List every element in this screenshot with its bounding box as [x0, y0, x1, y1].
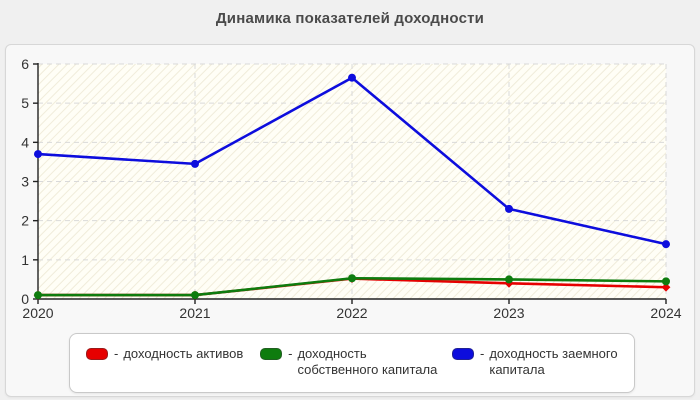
svg-text:3: 3: [21, 174, 29, 190]
svg-text:1: 1: [21, 252, 29, 268]
svg-text:2024: 2024: [650, 305, 681, 321]
svg-text:0: 0: [21, 291, 29, 307]
svg-text:2: 2: [21, 213, 29, 229]
legend-dash: -: [114, 346, 119, 361]
svg-text:2020: 2020: [22, 305, 53, 321]
page-title: Динамика показателей доходности: [215, 10, 485, 27]
legend-swatch-equity: [260, 348, 283, 360]
legend-dash: -: [480, 346, 485, 361]
series-1: [34, 274, 670, 300]
y-tick-labels: 0 1 2 3 4 5 6: [21, 56, 29, 307]
svg-text:2021: 2021: [179, 305, 210, 321]
axes: [33, 63, 667, 304]
svg-text:4: 4: [21, 134, 29, 150]
legend-label-borrowed: доходность заемного капитала: [489, 346, 618, 378]
legend-swatch-borrowed: [452, 348, 474, 360]
svg-text:2022: 2022: [336, 305, 367, 321]
chart-panel: 0 1 2 3 4 5 6 2020 2021 2022 2023 2024 - доходность…: [5, 44, 695, 397]
legend-item-assets: - доходность активов: [84, 346, 258, 362]
series-2: [34, 73, 670, 249]
x-tick-labels: 2020 2021 2022 2023 2024: [22, 305, 681, 321]
legend-item-borrowed: - доходность заемного капитала: [450, 346, 634, 379]
svg-text:6: 6: [21, 56, 29, 72]
line-chart: 0 1 2 3 4 5 6 2020 2021 2022 2023 2024: [6, 45, 694, 330]
legend-item-equity: - доходность собственного капитала: [258, 346, 450, 379]
svg-text:5: 5: [21, 95, 29, 111]
legend-swatch-assets: [86, 348, 108, 360]
legend: - доходность активов - доходность собств…: [69, 333, 635, 393]
svg-text:2023: 2023: [493, 305, 524, 321]
legend-dash: -: [288, 346, 293, 361]
legend-label-equity: доходность собственного капитала: [297, 346, 438, 378]
legend-label-assets: доходность активов: [123, 346, 244, 361]
